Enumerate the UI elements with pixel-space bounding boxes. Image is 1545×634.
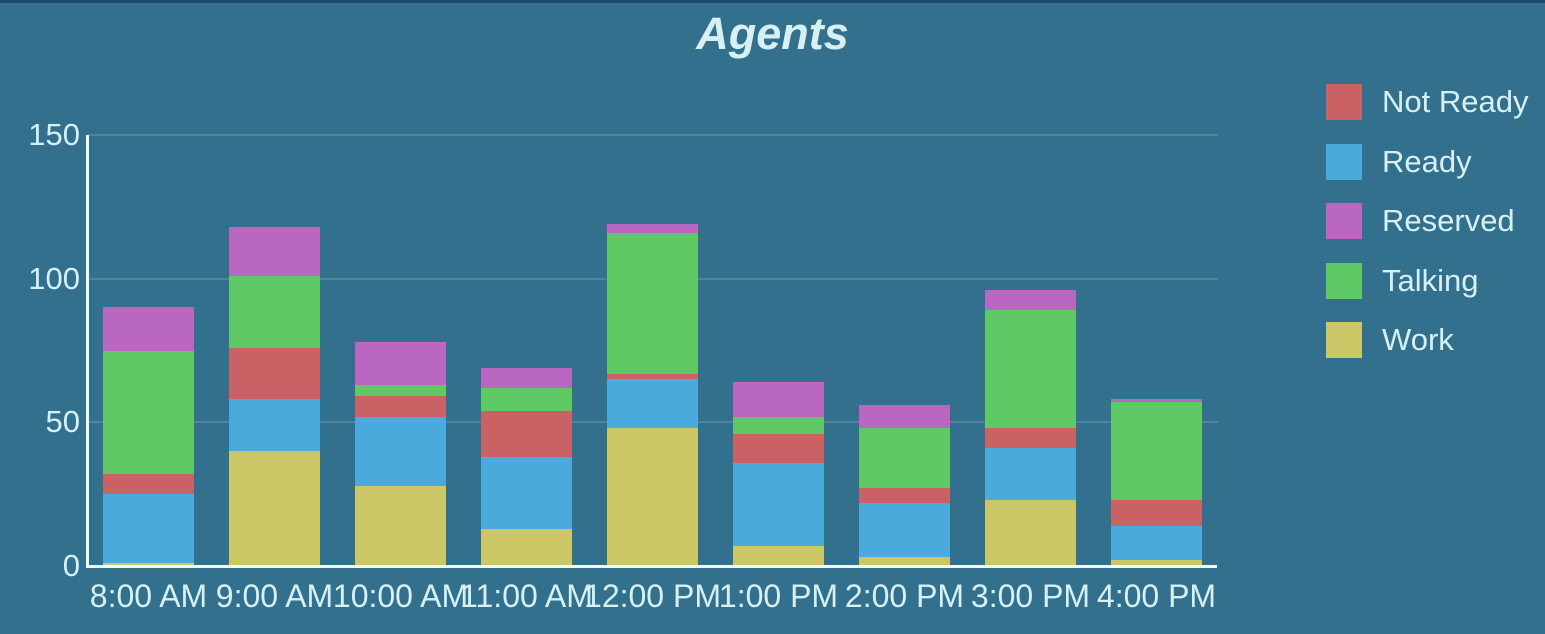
legend-label-not-ready: Not Ready [1382, 84, 1529, 119]
segment-reserved-2-00-pm[interactable] [859, 405, 950, 429]
segment-work-10-00-am[interactable] [355, 485, 446, 566]
bar-3-00-pm[interactable] [985, 135, 1076, 566]
segment-talking-3-00-pm[interactable] [985, 310, 1076, 429]
segment-talking-1-00-pm[interactable] [733, 416, 824, 434]
x-tick-label-2-00-pm: 2:00 PM [844, 578, 965, 614]
bar-8-00-am[interactable] [103, 135, 194, 566]
legend-swatch-reserved [1326, 203, 1362, 239]
legend-swatch-not-ready [1326, 84, 1362, 120]
segment-not-ready-3-00-pm[interactable] [985, 428, 1076, 449]
x-tick-label-8-00-am: 8:00 AM [89, 578, 208, 614]
legend-item-talking[interactable]: Talking [1326, 262, 1479, 299]
x-tick-label-3-00-pm: 3:00 PM [970, 578, 1091, 614]
segment-reserved-10-00-am[interactable] [355, 341, 446, 385]
segment-ready-9-00-am[interactable] [229, 399, 320, 452]
segment-reserved-4-00-pm[interactable] [1111, 399, 1202, 403]
legend-item-work[interactable]: Work [1326, 322, 1454, 358]
legend-label-talking: Talking [1382, 262, 1479, 298]
segment-not-ready-4-00-pm[interactable] [1111, 499, 1202, 526]
segment-work-3-00-pm[interactable] [985, 499, 1076, 566]
bar-2-00-pm[interactable] [859, 135, 950, 566]
segment-work-11-00-am[interactable] [481, 528, 572, 566]
segment-work-8-00-am[interactable] [103, 563, 194, 566]
segment-ready-12-00-pm[interactable] [607, 379, 698, 429]
legend-label-ready: Ready [1382, 143, 1472, 179]
legend-label-work: Work [1382, 322, 1454, 357]
segment-talking-12-00-pm[interactable] [607, 232, 698, 374]
segment-not-ready-9-00-am[interactable] [229, 347, 320, 400]
segment-talking-4-00-pm[interactable] [1111, 402, 1202, 500]
y-tick-label-0: 0 [62, 548, 80, 583]
legend-swatch-work [1326, 322, 1362, 358]
segment-talking-2-00-pm[interactable] [859, 428, 950, 489]
chart-title: Agents [696, 8, 849, 59]
legend-item-not-ready[interactable]: Not Ready [1326, 84, 1528, 120]
x-tick-label-12-00-pm: 12:00 PM [584, 578, 721, 614]
segment-talking-11-00-am[interactable] [481, 387, 572, 411]
bar-12-00-pm[interactable] [607, 135, 698, 566]
segment-work-12-00-pm[interactable] [607, 428, 698, 566]
segment-talking-8-00-am[interactable] [103, 350, 194, 475]
x-axis-line [86, 565, 1217, 568]
legend-swatch-talking [1326, 262, 1362, 299]
y-tick-label-50: 50 [45, 404, 80, 440]
segment-not-ready-8-00-am[interactable] [103, 474, 194, 495]
bar-9-00-am[interactable] [229, 135, 320, 566]
bar-1-00-pm[interactable] [733, 135, 824, 566]
legend-swatch-ready [1326, 143, 1362, 180]
segment-reserved-8-00-am[interactable] [103, 307, 194, 351]
bar-4-00-pm[interactable] [1111, 135, 1202, 566]
segment-reserved-12-00-pm[interactable] [607, 224, 698, 233]
segment-not-ready-12-00-pm[interactable] [607, 373, 698, 380]
segment-talking-10-00-am[interactable] [355, 385, 446, 397]
segment-ready-1-00-pm[interactable] [733, 462, 824, 546]
bar-10-00-am[interactable] [355, 135, 446, 566]
segment-work-4-00-pm[interactable] [1111, 560, 1202, 566]
segment-ready-4-00-pm[interactable] [1111, 525, 1202, 561]
segment-reserved-3-00-pm[interactable] [985, 290, 1076, 311]
segment-not-ready-11-00-am[interactable] [481, 410, 572, 457]
y-axis-line [86, 135, 89, 567]
bar-11-00-am[interactable] [481, 135, 572, 566]
x-tick-label-4-00-pm: 4:00 PM [1096, 578, 1217, 614]
segment-work-1-00-pm[interactable] [733, 545, 824, 566]
segment-work-9-00-am[interactable] [229, 451, 320, 566]
segment-reserved-9-00-am[interactable] [229, 226, 320, 276]
legend-label-reserved: Reserved [1382, 203, 1515, 238]
x-tick-label-11-00-am: 11:00 AM [460, 578, 593, 614]
segment-work-2-00-pm[interactable] [859, 557, 950, 566]
segment-reserved-11-00-am[interactable] [481, 367, 572, 388]
legend-item-ready[interactable]: Ready [1326, 143, 1472, 180]
segment-not-ready-2-00-pm[interactable] [859, 488, 950, 503]
segment-ready-2-00-pm[interactable] [859, 502, 950, 558]
y-tick-label-150: 150 [28, 117, 80, 152]
gridline-150 [88, 134, 1218, 136]
segment-ready-11-00-am[interactable] [481, 456, 572, 529]
segment-ready-8-00-am[interactable] [103, 494, 194, 564]
segment-reserved-1-00-pm[interactable] [733, 382, 824, 417]
x-tick-label-9-00-am: 9:00 AM [215, 578, 334, 614]
legend-item-reserved[interactable]: Reserved [1326, 203, 1515, 239]
x-tick-label-10-00-am: 10:00 AM [332, 578, 469, 614]
y-tick-label-100: 100 [28, 260, 80, 296]
segment-ready-3-00-pm[interactable] [985, 448, 1076, 500]
segment-talking-9-00-am[interactable] [229, 275, 320, 348]
top-border [0, 0, 1545, 3]
x-tick-label-1-00-pm: 1:00 PM [718, 578, 839, 614]
segment-not-ready-1-00-pm[interactable] [733, 433, 824, 463]
segment-not-ready-10-00-am[interactable] [355, 396, 446, 417]
segment-ready-10-00-am[interactable] [355, 416, 446, 486]
